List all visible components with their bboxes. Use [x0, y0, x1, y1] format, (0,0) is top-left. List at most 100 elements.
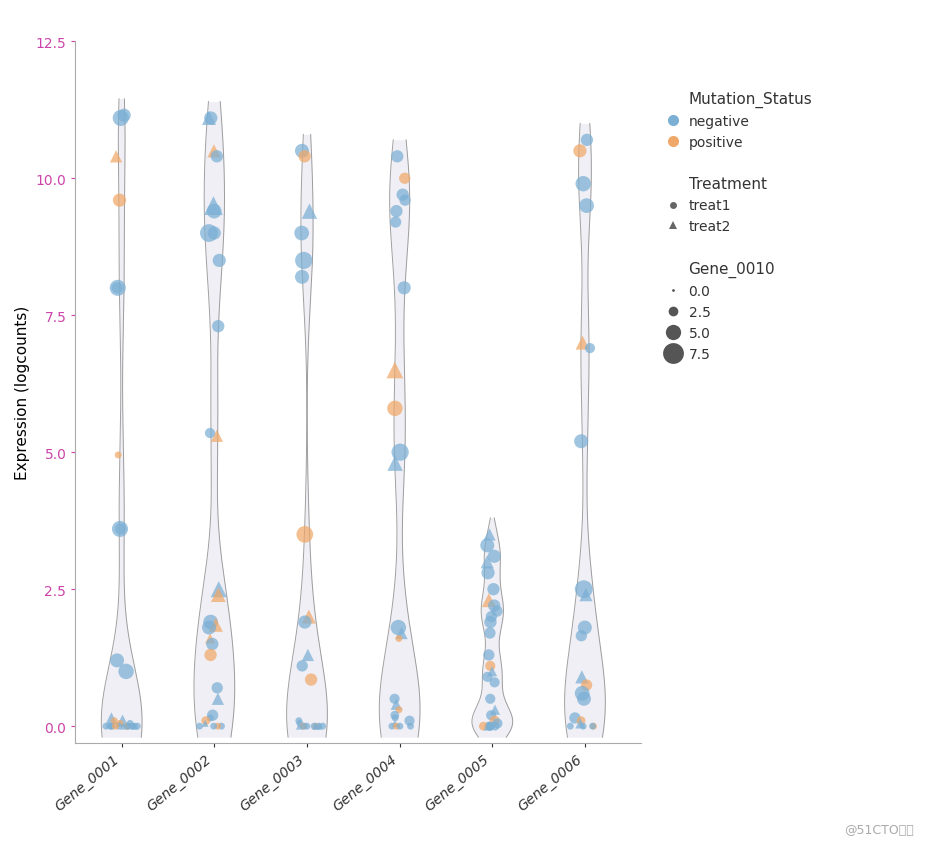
Point: [295, 271, 310, 284]
Point: [210, 720, 225, 733]
Point: [488, 720, 503, 733]
Point: [294, 227, 309, 241]
Point: [98, 720, 113, 733]
Point: [206, 145, 221, 159]
Point: [476, 720, 491, 733]
Legend: Mutation_Status, negative, positive, , Treatment, treat1, treat2, , Gene_0010, 0: Mutation_Status, negative, positive, , T…: [666, 91, 812, 362]
Point: [480, 720, 495, 733]
Point: [198, 717, 213, 730]
Point: [483, 709, 498, 722]
Point: [203, 711, 218, 725]
Point: [204, 637, 219, 651]
Point: [203, 112, 219, 126]
Point: [202, 227, 217, 241]
Point: [483, 615, 498, 629]
Point: [577, 621, 593, 635]
Point: [111, 720, 126, 733]
Point: [573, 145, 588, 159]
Point: [106, 714, 122, 728]
Point: [211, 320, 226, 333]
Point: [388, 216, 403, 230]
Point: [585, 720, 600, 733]
Point: [387, 692, 402, 706]
Point: [484, 665, 499, 679]
Point: [292, 720, 307, 733]
Point: [479, 555, 495, 569]
Point: [579, 134, 594, 148]
Point: [102, 720, 117, 733]
Point: [398, 172, 413, 186]
Point: [295, 145, 310, 159]
Point: [119, 665, 134, 679]
Point: [389, 205, 404, 219]
Point: [582, 342, 597, 355]
Point: [120, 720, 135, 733]
Point: [482, 659, 497, 673]
Point: [578, 588, 593, 602]
Point: [391, 632, 406, 646]
Point: [403, 720, 418, 733]
Point: [397, 282, 412, 295]
Point: [205, 709, 220, 722]
Point: [387, 457, 402, 470]
Point: [393, 446, 408, 459]
Point: [577, 692, 592, 706]
Point: [387, 717, 402, 730]
Point: [198, 714, 213, 728]
Point: [212, 254, 227, 268]
Point: [127, 720, 142, 733]
Point: [203, 427, 218, 441]
Point: [562, 720, 577, 733]
Point: [487, 714, 502, 728]
Point: [384, 720, 399, 733]
Point: [206, 200, 221, 214]
Point: [586, 720, 601, 733]
Point: [113, 112, 128, 126]
Point: [488, 703, 503, 717]
Text: @51CTO博客: @51CTO博客: [844, 823, 914, 836]
Point: [295, 659, 310, 673]
Point: [387, 402, 402, 415]
Point: [573, 717, 588, 730]
Point: [206, 720, 221, 733]
Point: [316, 720, 331, 733]
Point: [482, 528, 497, 542]
Point: [203, 648, 219, 662]
Point: [387, 364, 402, 377]
Point: [300, 648, 316, 662]
Point: [487, 676, 502, 690]
Point: [389, 720, 404, 733]
Point: [398, 194, 413, 208]
Point: [579, 679, 594, 692]
Point: [192, 720, 207, 733]
Point: [121, 720, 136, 733]
Point: [480, 566, 495, 580]
Point: [387, 711, 402, 725]
Point: [484, 610, 499, 624]
Point: [209, 150, 224, 164]
Point: [479, 539, 495, 553]
Point: [574, 714, 589, 728]
Point: [296, 254, 311, 268]
Point: [104, 720, 119, 733]
Point: [482, 626, 497, 640]
Point: [104, 711, 119, 725]
Point: [390, 150, 405, 164]
Point: [210, 681, 225, 695]
Point: [209, 430, 224, 443]
Point: [108, 150, 123, 164]
Point: [577, 582, 592, 596]
Point: [112, 717, 127, 730]
Point: [109, 654, 124, 668]
Point: [112, 522, 127, 536]
Point: [301, 610, 317, 624]
Point: [202, 112, 217, 126]
Point: [302, 205, 317, 219]
Point: [392, 703, 407, 717]
Point: [303, 673, 318, 686]
Point: [115, 714, 130, 728]
Point: [211, 582, 226, 596]
Point: [387, 709, 402, 722]
Point: [487, 599, 502, 613]
Point: [122, 717, 138, 730]
